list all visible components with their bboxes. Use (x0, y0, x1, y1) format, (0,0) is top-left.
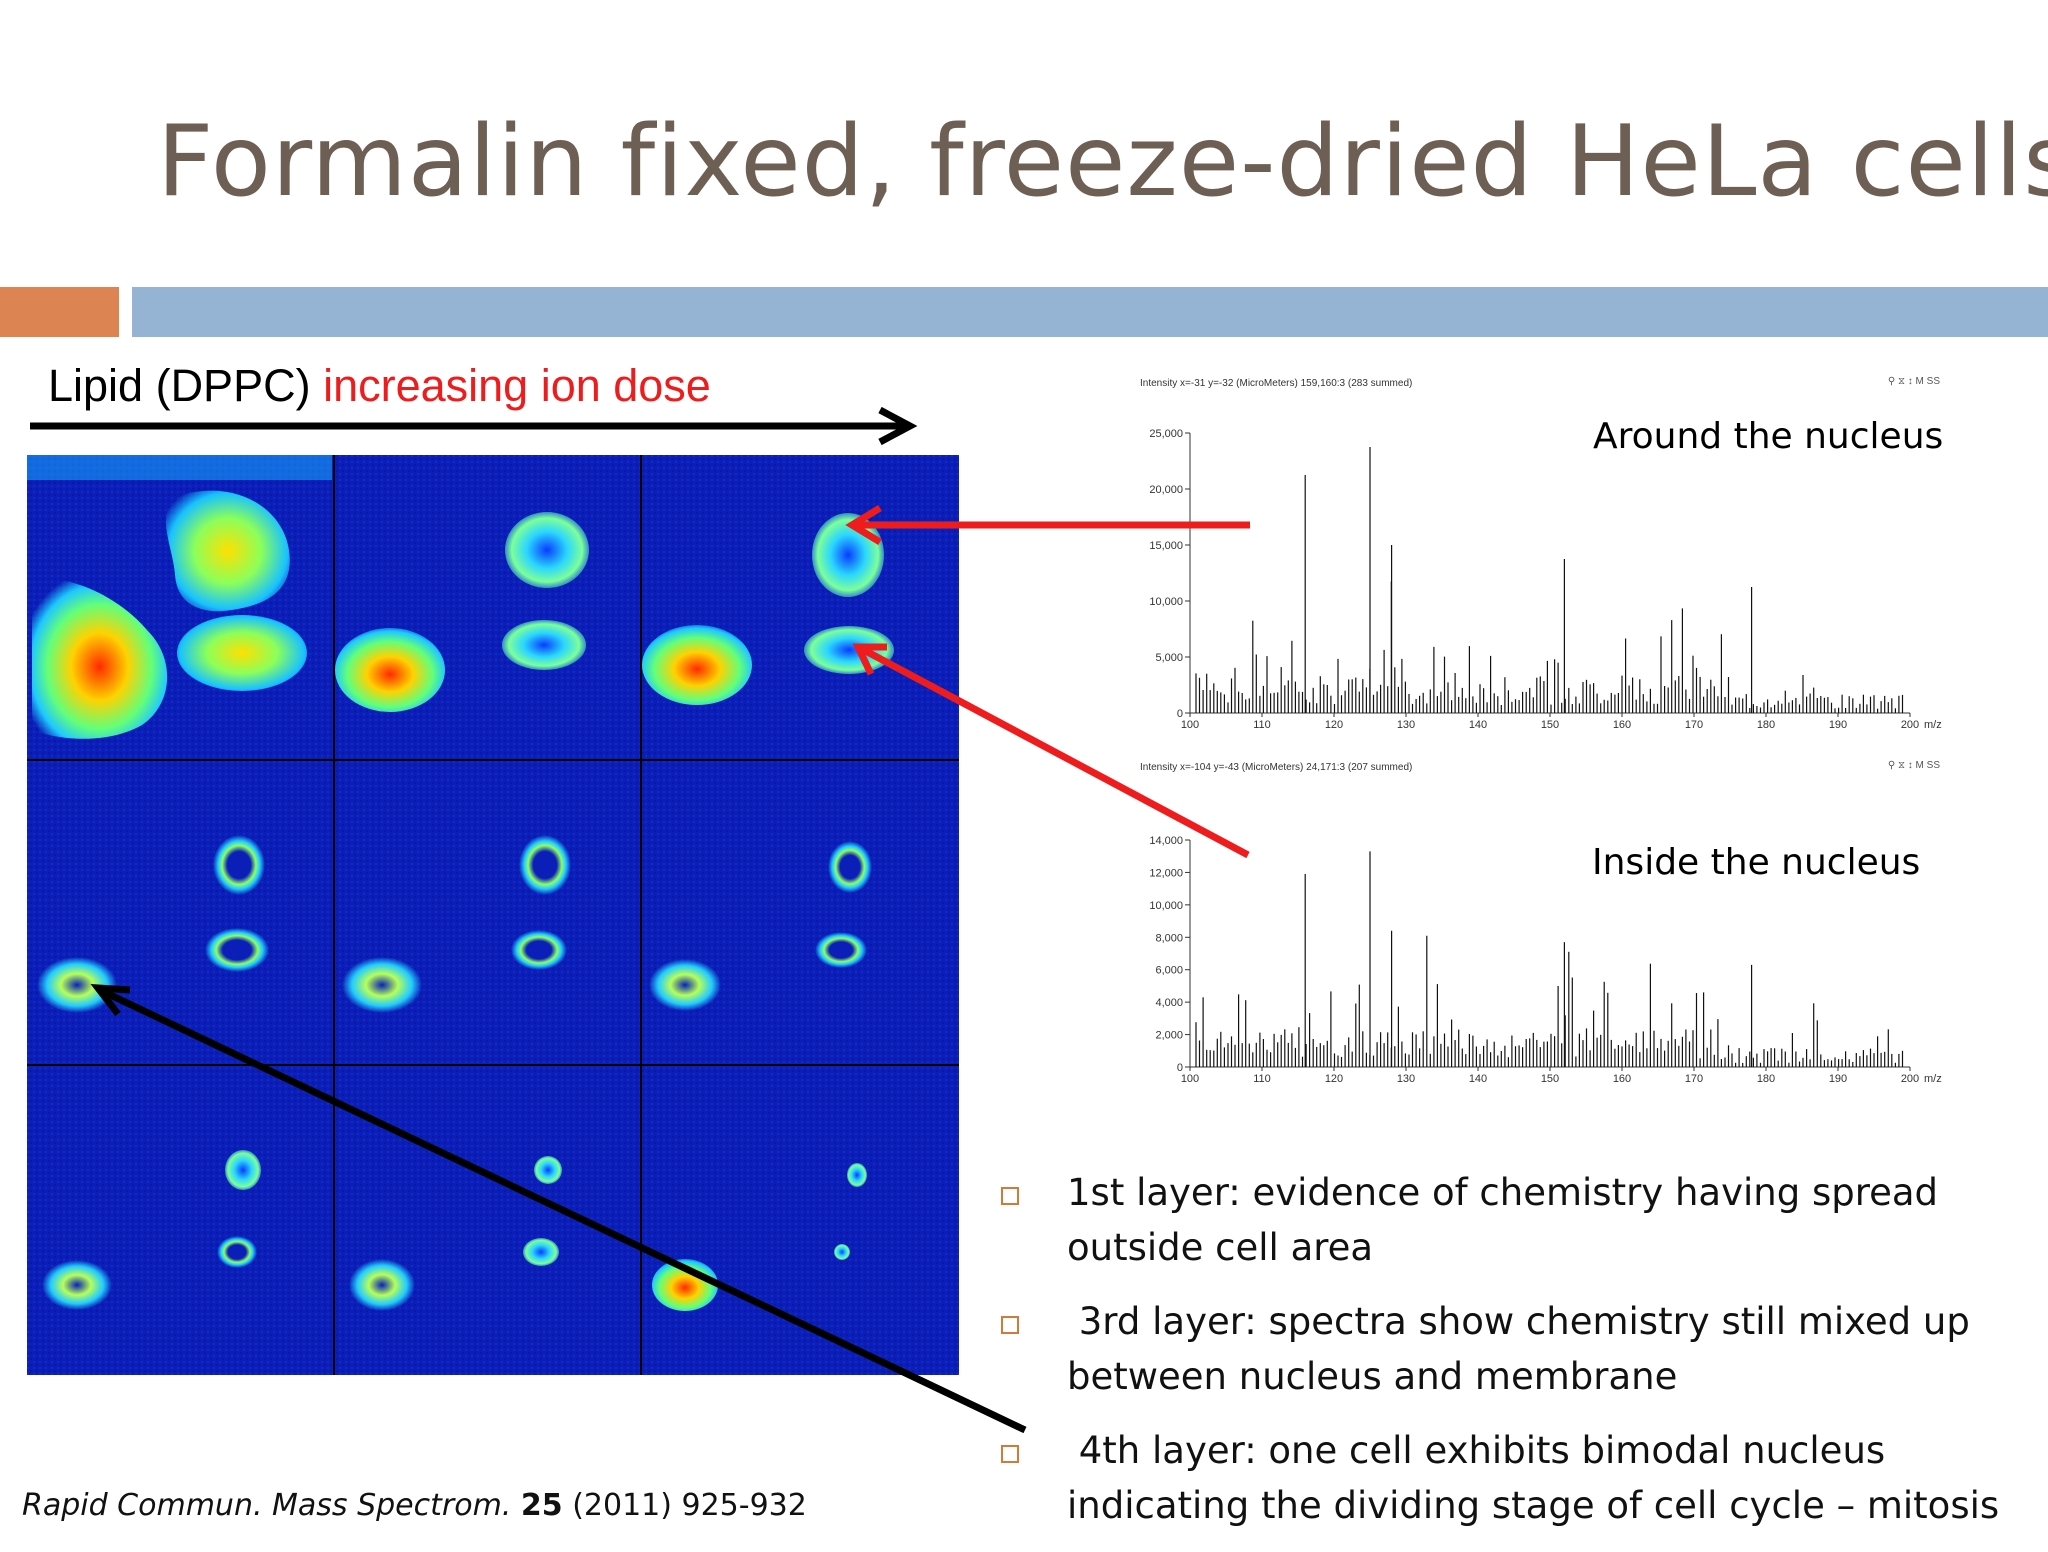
x-tick-label: 140 (1469, 1073, 1487, 1085)
x-unit-label: m/z (1924, 1073, 1942, 1085)
y-tick-label: 0 (1177, 1062, 1183, 1074)
y-tick-label: 12,000 (1149, 867, 1183, 879)
spectrum-plot: 0 2,000 4,000 6,000 8,000 10,000 12,000 14,000 1… (1149, 835, 1942, 1085)
bullet-square-icon (1001, 1187, 1019, 1205)
x-tick-label: 150 (1541, 719, 1559, 731)
x-tick-label: 120 (1325, 1073, 1343, 1085)
ion-image-grid (27, 455, 959, 1375)
x-tick-label: 190 (1829, 719, 1847, 731)
slide-title: Formalin fixed, freeze-dried HeLa cells (157, 105, 2048, 219)
bullet-list: 1st layer: evidence of chemistry having … (995, 1165, 2045, 1552)
x-tick-label: 190 (1829, 1073, 1847, 1085)
bullet-square-icon (1001, 1316, 1019, 1334)
dose-arrow-head (878, 406, 918, 446)
y-tick-label: 5,000 (1155, 652, 1183, 664)
x-tick-label: 200 (1901, 1073, 1919, 1085)
y-tick-label: 6,000 (1155, 965, 1183, 977)
bullet-item: 3rd layer: spectra show chemistry still … (995, 1294, 2045, 1404)
dose-caption: Lipid (DPPC) increasing ion dose (48, 360, 711, 412)
y-tick-label: 10,000 (1149, 900, 1183, 912)
bullet-line: 1st layer: evidence of chemistry having … (1067, 1171, 1939, 1214)
bullet-line: between nucleus and membrane (1067, 1355, 1678, 1398)
spectrum-peaks (1195, 851, 1904, 1067)
x-tick-label: 110 (1253, 719, 1271, 731)
x-tick-label: 160 (1613, 1073, 1631, 1085)
x-tick-label: 180 (1757, 719, 1775, 731)
citation-journal: Rapid Commun. Mass Spectrom. (22, 1488, 512, 1523)
bullet-line: 4th layer: one cell exhibits bimodal nuc… (1067, 1429, 1886, 1472)
x-tick-label: 130 (1397, 1073, 1415, 1085)
spectrum-peaks (1195, 447, 1904, 713)
citation-volume: 25 (520, 1488, 563, 1523)
x-tick-label: 120 (1325, 719, 1343, 731)
y-tick-label: 4,000 (1155, 997, 1183, 1009)
x-tick-label: 180 (1757, 1073, 1775, 1085)
dose-label: increasing ion dose (323, 360, 711, 411)
y-tick-label: 20,000 (1149, 484, 1183, 496)
accent-band-orange (0, 287, 119, 337)
region-label: Inside the nucleus (1592, 842, 1921, 883)
y-tick-label: 14,000 (1149, 835, 1183, 847)
spectrum-inside-nucleus: Intensity x=-104 y=-43 (MicroMeters) 24,… (1125, 760, 1950, 1087)
citation: Rapid Commun. Mass Spectrom. 25 (2011) 9… (22, 1488, 807, 1523)
y-tick-label: 8,000 (1155, 932, 1183, 944)
bullet-line: outside cell area (1067, 1226, 1374, 1269)
spectrum-around-nucleus: Intensity x=-31 y=-32 (MicroMeters) 159,… (1125, 376, 1950, 733)
y-tick-label: 10,000 (1149, 596, 1183, 608)
x-unit-label: m/z (1924, 719, 1942, 731)
x-tick-label: 170 (1685, 1073, 1703, 1085)
x-tick-label: 150 (1541, 1073, 1559, 1085)
spectrum-tools-icons: ⚲ ⧖ ↕ M SS (1887, 376, 1940, 387)
x-tick-label: 130 (1397, 719, 1415, 731)
region-label: Around the nucleus (1593, 416, 1944, 457)
y-tick-label: 25,000 (1149, 428, 1183, 440)
x-tick-label: 110 (1253, 1073, 1271, 1085)
spectrum-caption: Intensity x=-104 y=-43 (MicroMeters) 24,… (1140, 762, 1413, 773)
y-tick-label: 15,000 (1149, 540, 1183, 552)
x-tick-label: 160 (1613, 719, 1631, 731)
spectrum-tools-icons: ⚲ ⧖ ↕ M SS (1887, 760, 1940, 771)
citation-details: (2011) 925-932 (562, 1488, 807, 1523)
bullet-item: 1st layer: evidence of chemistry having … (995, 1165, 2045, 1275)
x-tick-label: 140 (1469, 719, 1487, 731)
spectrum-caption: Intensity x=-31 y=-32 (MicroMeters) 159,… (1140, 378, 1413, 389)
bullet-square-icon (1001, 1445, 1019, 1463)
bullet-line: 3rd layer: spectra show chemistry still … (1067, 1300, 1970, 1343)
x-tick-label: 170 (1685, 719, 1703, 731)
x-tick-label: 100 (1181, 719, 1199, 731)
x-tick-label: 100 (1181, 1073, 1199, 1085)
bullet-item: 4th layer: one cell exhibits bimodal nuc… (995, 1423, 2045, 1533)
x-tick-label: 200 (1901, 719, 1919, 731)
lipid-label: Lipid (DPPC) (48, 360, 324, 411)
accent-band-blue (132, 287, 2048, 337)
bullet-line: indicating the dividing stage of cell cy… (1067, 1484, 2000, 1527)
y-tick-label: 2,000 (1155, 1030, 1183, 1042)
